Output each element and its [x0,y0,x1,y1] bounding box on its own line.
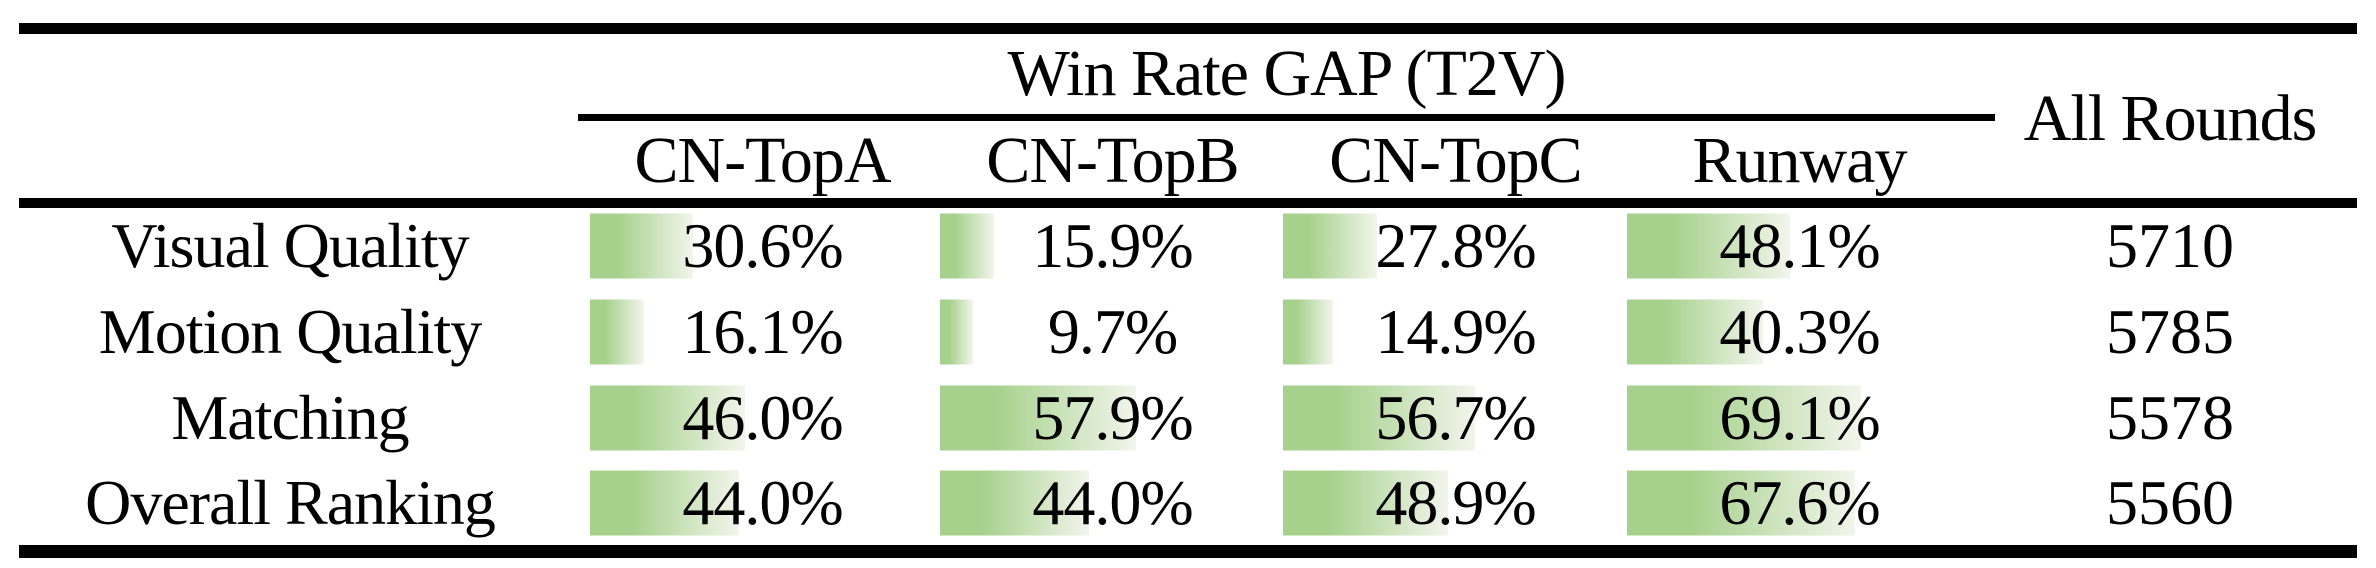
table-cell: 15.9% [940,204,1285,288]
win-rate-value: 9.7% [1047,296,1178,367]
all-rounds-value: 5710 [2106,210,2234,281]
win-rate-bar [1627,470,1855,536]
win-rate-value: 48.9% [1375,467,1536,538]
column-header-runway: Runway [1692,124,1908,197]
win-rate-value: 15.9% [1032,210,1193,281]
row-label: Matching [171,382,409,453]
win-rate-bar [1627,213,1790,279]
table-cell: 48.9% [1283,461,1628,545]
win-rate-value: 44.0% [682,467,843,538]
table-cell: 30.6% [590,204,935,288]
table-cell: 48.1% [1627,204,1972,288]
column-header-cn-topb: CN-TopB [986,124,1239,197]
win-rate-bar [590,299,644,365]
win-rate-value: 46.0% [682,382,843,453]
row-label: Motion Quality [98,296,482,367]
table-row-overall-ranking: Overall Ranking 44.0% 44.0% 48.9% 67.6% … [0,461,2376,545]
win-rate-value: 16.1% [682,296,843,367]
win-rate-bar [1283,299,1333,365]
table-cell: 16.1% [590,290,935,374]
all-rounds-value: 5785 [2106,296,2234,367]
win-rate-bar [1283,470,1448,536]
column-header-all-rounds: All Rounds [2023,82,2318,155]
win-rate-bar [590,213,693,279]
bottom-rule [19,545,2357,558]
table-cell: 56.7% [1283,376,1628,460]
win-rate-bar [1283,385,1475,451]
table-cell: 69.1% [1627,376,1972,460]
table-cell: 9.7% [940,290,1285,374]
table-cell: 27.8% [1283,204,1628,288]
win-rate-value: 57.9% [1032,382,1193,453]
win-rate-bar [940,385,1136,451]
win-rate-bar [1627,299,1763,365]
win-rate-bar [590,470,739,536]
table-cell: 46.0% [590,376,935,460]
row-label: Overall Ranking [85,467,496,538]
win-rate-value: 44.0% [1032,467,1193,538]
table-cell: 44.0% [940,461,1285,545]
group-header-underline [578,114,1995,121]
table-cell: 14.9% [1283,290,1628,374]
top-rule [19,23,2357,34]
win-rate-value: 67.6% [1719,467,1880,538]
win-rate-bar [940,470,1089,536]
table-row-matching: Matching 46.0% 57.9% 56.7% 69.1% 5578 [0,376,2376,460]
win-rate-bar [1283,213,1377,279]
table-row-visual-quality: Visual Quality 30.6% 15.9% 27.8% 48.1% 5… [0,204,2376,288]
all-rounds-value: 5578 [2106,382,2234,453]
column-header-cn-topa: CN-TopA [634,124,891,197]
table-cell: 57.9% [940,376,1285,460]
win-rate-value: 56.7% [1375,382,1536,453]
win-rate-bar [940,299,973,365]
win-rate-value: 48.1% [1719,210,1880,281]
win-rate-value: 69.1% [1719,382,1880,453]
table-cell: 44.0% [590,461,935,545]
group-header-win-rate-gap: Win Rate GAP (T2V) [1007,37,1567,110]
table-row-motion-quality: Motion Quality 16.1% 9.7% 14.9% 40.3% 57… [0,290,2376,374]
row-label: Visual Quality [111,210,469,281]
all-rounds-value: 5560 [2106,467,2234,538]
win-rate-value: 30.6% [682,210,843,281]
win-rate-bar [590,385,745,451]
column-header-cn-topc: CN-TopC [1329,124,1582,197]
win-rate-value: 27.8% [1375,210,1536,281]
header-bottom-rule [19,198,2357,208]
table-cell: 67.6% [1627,461,1972,545]
win-rate-value: 40.3% [1719,296,1880,367]
win-rate-bar [940,213,994,279]
win-rate-value: 14.9% [1375,296,1536,367]
win-rate-bar [1627,385,1861,451]
table-cell: 40.3% [1627,290,1972,374]
